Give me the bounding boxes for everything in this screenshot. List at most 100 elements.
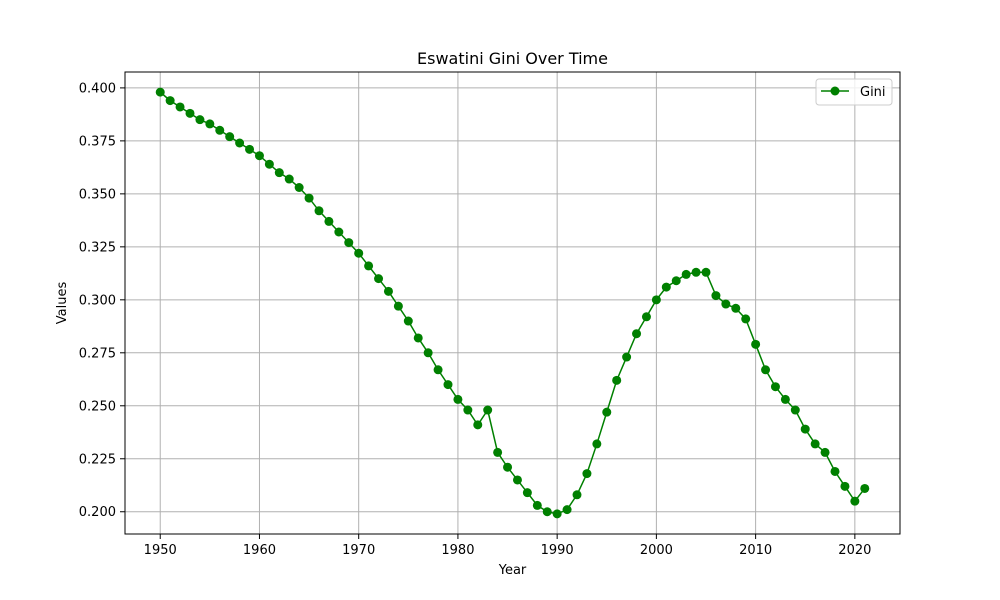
legend: Gini xyxy=(815,78,893,106)
data-point xyxy=(602,407,612,417)
data-point xyxy=(751,339,761,349)
data-point xyxy=(691,267,701,277)
data-point xyxy=(245,144,255,154)
x-tick-label: 2010 xyxy=(739,543,772,558)
y-tick-label: 0.375 xyxy=(79,134,116,149)
y-axis-ticks: 0.200 0.225 0.250 0.275 0.300 0.325 0.350 0.375… xyxy=(79,81,125,520)
data-point xyxy=(453,394,463,404)
data-point xyxy=(195,115,205,125)
legend-marker-sample xyxy=(830,86,840,96)
legend-label-gini: Gini xyxy=(860,85,886,100)
data-point xyxy=(622,352,632,362)
plot-area-frame xyxy=(124,71,901,535)
data-point xyxy=(264,159,274,169)
data-point xyxy=(304,193,314,203)
data-point xyxy=(711,291,721,301)
data-point xyxy=(284,174,294,184)
y-tick-label: 0.225 xyxy=(79,452,116,467)
data-point xyxy=(641,312,651,322)
y-tick-label: 0.400 xyxy=(79,81,116,96)
data-point xyxy=(185,108,195,118)
x-tick-label: 1980 xyxy=(441,543,474,558)
y-tick-label: 0.275 xyxy=(79,346,116,361)
x-tick-label: 1960 xyxy=(243,543,276,558)
data-point xyxy=(661,282,671,292)
data-point xyxy=(840,481,850,491)
data-point xyxy=(254,151,264,161)
data-point xyxy=(830,466,840,476)
x-axis-label: Year xyxy=(498,563,527,578)
x-axis-ticks: 1950 1960 1970 1980 1990 2000 2010 2020 xyxy=(144,534,871,558)
data-point xyxy=(741,314,751,324)
data-point xyxy=(393,301,403,311)
data-point xyxy=(433,365,443,375)
data-point xyxy=(324,216,334,226)
data-point xyxy=(761,365,771,375)
data-point xyxy=(155,87,165,97)
grid-lines xyxy=(125,72,900,534)
data-point xyxy=(334,227,344,237)
y-tick-label: 0.300 xyxy=(79,293,116,308)
data-point xyxy=(374,274,384,284)
series-gini xyxy=(155,87,870,519)
y-tick-label: 0.325 xyxy=(79,240,116,255)
data-point xyxy=(512,475,522,485)
data-point xyxy=(731,303,741,313)
data-point xyxy=(790,405,800,415)
data-point xyxy=(205,119,215,129)
y-tick-label: 0.350 xyxy=(79,187,116,202)
data-point xyxy=(503,462,513,472)
data-point xyxy=(701,267,711,277)
data-point xyxy=(354,248,364,258)
data-point xyxy=(423,348,433,358)
chart-title: Eswatini Gini Over Time xyxy=(417,49,608,68)
data-point xyxy=(671,276,681,286)
x-tick-label: 2020 xyxy=(838,543,871,558)
data-point xyxy=(493,447,503,457)
data-point xyxy=(215,125,225,135)
y-tick-label: 0.200 xyxy=(79,505,116,520)
data-point xyxy=(532,500,542,510)
data-point xyxy=(314,206,324,216)
data-point xyxy=(383,286,393,296)
legend-box xyxy=(815,78,893,106)
data-point xyxy=(770,382,780,392)
data-point xyxy=(582,469,592,479)
data-point xyxy=(483,405,493,415)
data-point xyxy=(562,505,572,515)
y-tick-label: 0.250 xyxy=(79,399,116,414)
data-point xyxy=(860,483,870,493)
data-point xyxy=(235,138,245,148)
data-point xyxy=(443,380,453,390)
data-point xyxy=(780,394,790,404)
data-point xyxy=(165,96,175,106)
data-point xyxy=(850,496,860,506)
data-point xyxy=(225,132,235,142)
data-point xyxy=(473,420,483,430)
x-tick-label: 2000 xyxy=(640,543,673,558)
data-point xyxy=(403,316,413,326)
data-point xyxy=(522,488,532,498)
data-point xyxy=(572,490,582,500)
data-point xyxy=(175,102,185,112)
x-tick-label: 1950 xyxy=(144,543,177,558)
data-point xyxy=(552,509,562,519)
data-point xyxy=(344,238,354,248)
data-point xyxy=(542,507,552,517)
data-point xyxy=(274,168,284,178)
data-point xyxy=(364,261,374,271)
data-point xyxy=(820,447,830,457)
data-point xyxy=(612,375,622,385)
data-point xyxy=(463,405,473,415)
data-point xyxy=(810,439,820,449)
data-point xyxy=(721,299,731,309)
data-point xyxy=(800,424,810,434)
data-point xyxy=(294,183,304,192)
data-point xyxy=(681,269,691,279)
data-point xyxy=(413,333,423,343)
x-tick-label: 1990 xyxy=(541,543,574,558)
x-tick-label: 1970 xyxy=(342,543,375,558)
data-point xyxy=(651,295,661,305)
y-axis-label: Values xyxy=(55,282,70,325)
